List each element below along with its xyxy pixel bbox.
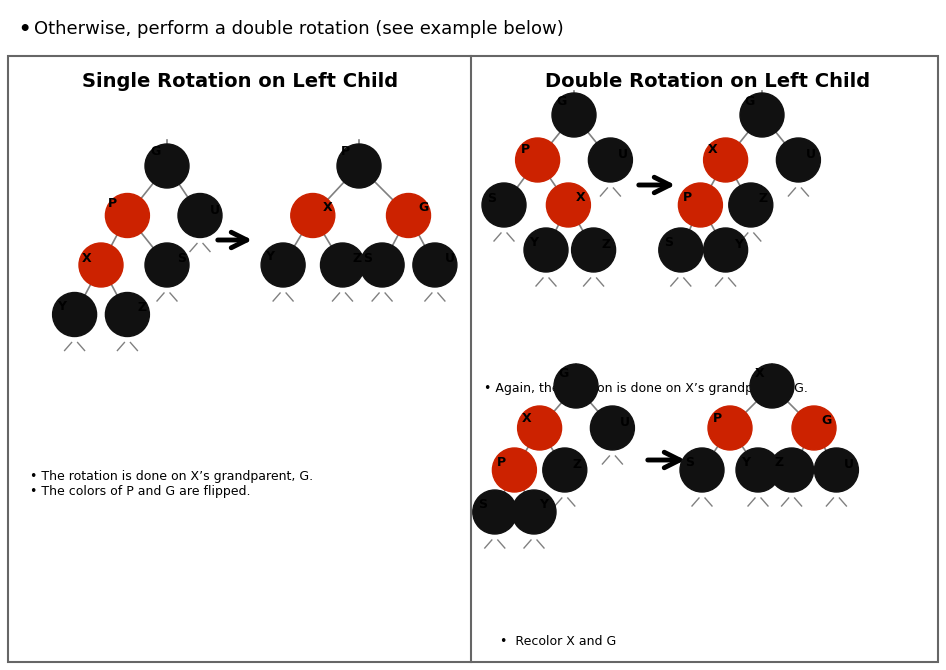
Circle shape xyxy=(777,138,820,182)
Text: S: S xyxy=(478,498,486,511)
Text: S: S xyxy=(177,252,186,265)
Text: Y: Y xyxy=(741,456,750,470)
Text: Z: Z xyxy=(138,302,147,314)
Text: P: P xyxy=(342,145,350,157)
Text: Z: Z xyxy=(759,192,768,206)
Circle shape xyxy=(547,183,590,227)
Text: G: G xyxy=(556,95,567,108)
Circle shape xyxy=(704,138,747,182)
Text: S: S xyxy=(664,236,673,249)
Circle shape xyxy=(79,243,123,287)
Circle shape xyxy=(145,144,189,188)
Circle shape xyxy=(412,243,457,287)
Text: X: X xyxy=(81,252,91,265)
Text: Z: Z xyxy=(602,237,611,251)
Circle shape xyxy=(740,93,784,137)
Text: X: X xyxy=(755,367,764,380)
Text: X: X xyxy=(522,411,532,425)
Circle shape xyxy=(750,364,794,408)
Circle shape xyxy=(524,228,568,272)
Circle shape xyxy=(493,448,536,492)
Text: Y: Y xyxy=(57,299,66,313)
Text: S: S xyxy=(685,456,694,470)
Circle shape xyxy=(770,448,814,492)
Text: • Again, the rotation is done on X’s grandparent, G.: • Again, the rotation is done on X’s gra… xyxy=(484,382,808,395)
Text: U: U xyxy=(620,416,630,429)
Circle shape xyxy=(588,138,632,182)
Circle shape xyxy=(482,183,526,227)
Circle shape xyxy=(337,144,381,188)
Text: •: • xyxy=(18,20,30,39)
Text: Y: Y xyxy=(529,236,538,249)
Circle shape xyxy=(736,448,780,492)
Circle shape xyxy=(473,490,517,534)
Text: U: U xyxy=(210,204,219,217)
Text: P: P xyxy=(498,456,506,470)
Circle shape xyxy=(571,228,616,272)
Circle shape xyxy=(680,448,724,492)
Text: G: G xyxy=(558,367,569,380)
Circle shape xyxy=(815,448,858,492)
Text: Y: Y xyxy=(266,251,274,263)
Circle shape xyxy=(105,293,149,336)
Text: U: U xyxy=(445,252,455,265)
Text: Y: Y xyxy=(539,498,549,511)
Text: G: G xyxy=(745,95,755,108)
Circle shape xyxy=(658,228,703,272)
Circle shape xyxy=(290,194,335,237)
Text: G: G xyxy=(821,415,832,427)
Circle shape xyxy=(517,406,562,450)
Circle shape xyxy=(387,194,430,237)
Circle shape xyxy=(708,406,752,450)
Circle shape xyxy=(728,183,773,227)
Circle shape xyxy=(105,194,149,237)
Circle shape xyxy=(792,406,836,450)
Circle shape xyxy=(590,406,635,450)
Circle shape xyxy=(678,183,723,227)
Circle shape xyxy=(261,243,306,287)
Circle shape xyxy=(516,138,560,182)
Text: U: U xyxy=(844,458,854,471)
Text: G: G xyxy=(418,201,429,214)
Text: Single Rotation on Left Child: Single Rotation on Left Child xyxy=(82,72,398,91)
Text: Otherwise, perform a double rotation (see example below): Otherwise, perform a double rotation (se… xyxy=(34,20,564,38)
Circle shape xyxy=(512,490,556,534)
Text: G: G xyxy=(150,145,161,157)
Text: Double Rotation on Left Child: Double Rotation on Left Child xyxy=(546,72,870,91)
Text: Z: Z xyxy=(353,252,362,265)
Text: X: X xyxy=(323,201,332,214)
Circle shape xyxy=(704,228,747,272)
Text: X: X xyxy=(709,143,718,156)
Text: X: X xyxy=(576,191,586,204)
Circle shape xyxy=(145,243,189,287)
Circle shape xyxy=(552,93,596,137)
Circle shape xyxy=(178,194,222,237)
Text: Z: Z xyxy=(573,458,582,471)
Text: P: P xyxy=(683,191,692,204)
Text: • The rotation is done on X’s grandparent, G.
• The colors of P and G are flippe: • The rotation is done on X’s grandparen… xyxy=(30,470,313,498)
Circle shape xyxy=(360,243,404,287)
Circle shape xyxy=(321,243,364,287)
Text: S: S xyxy=(487,192,496,206)
Text: Z: Z xyxy=(775,456,783,470)
Circle shape xyxy=(543,448,587,492)
Text: P: P xyxy=(520,143,530,156)
Circle shape xyxy=(53,293,96,336)
Text: U: U xyxy=(618,147,628,161)
Circle shape xyxy=(554,364,598,408)
Text: •  Recolor X and G: • Recolor X and G xyxy=(500,635,616,648)
Text: S: S xyxy=(362,252,372,265)
Text: P: P xyxy=(108,198,117,210)
Text: P: P xyxy=(713,411,722,425)
Text: Y: Y xyxy=(734,237,743,251)
Text: U: U xyxy=(806,147,816,161)
